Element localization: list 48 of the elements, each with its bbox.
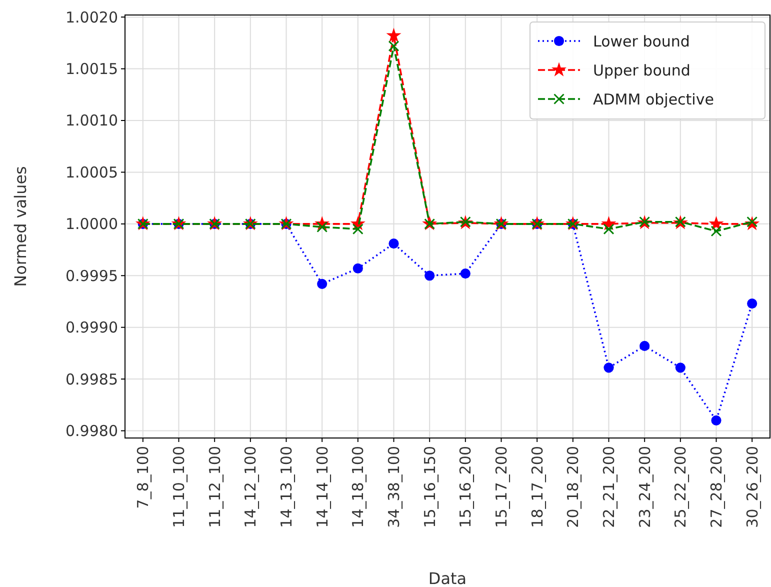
y-tick-label: 0.9990 <box>66 318 118 337</box>
y-tick-label: 1.0000 <box>66 215 118 234</box>
point <box>603 224 614 235</box>
point <box>352 224 364 235</box>
point <box>710 226 722 237</box>
x-tick-label: 27_28_200 <box>708 446 726 528</box>
x-tick-label: 23_24_200 <box>636 446 654 528</box>
y-tick-label: 1.0020 <box>66 8 118 26</box>
x-tick-label: 30_26_200 <box>743 446 762 528</box>
x-tick-label: 15_17_200 <box>492 446 510 528</box>
x-axis-title: Data <box>428 569 467 587</box>
y-tick-label: 1.0010 <box>66 112 118 130</box>
y-tick-label: 0.9995 <box>66 266 118 285</box>
x-tick-label: 11_12_100 <box>206 446 224 528</box>
x-tick-label: 18_17_200 <box>528 446 546 528</box>
legend-label: Lower bound <box>593 32 690 50</box>
point <box>747 298 758 309</box>
y-tick-label: 0.9980 <box>66 422 118 440</box>
y-axis-title: Normed values <box>11 166 30 287</box>
y-tick-label: 0.9985 <box>66 370 118 388</box>
point <box>711 415 722 426</box>
x-tick-label: 14_18_100 <box>349 446 368 528</box>
point <box>352 263 363 274</box>
y-tick-label: 1.0015 <box>66 60 118 78</box>
point <box>317 278 328 289</box>
point <box>640 340 650 351</box>
point <box>708 216 724 230</box>
x-tick-label: 14_13_100 <box>278 446 296 528</box>
x-tick-label: 15_16_200 <box>456 446 475 528</box>
x-tick-label: 15_16_150 <box>420 446 439 528</box>
x-tick-label: 11_10_100 <box>170 446 188 528</box>
x-tick-label: 20_18_200 <box>564 446 582 528</box>
x-tick-label: 14_14_100 <box>313 446 332 528</box>
legend-label: Upper bound <box>593 61 690 80</box>
point <box>388 238 399 249</box>
point <box>424 270 435 281</box>
x-tick-label: 22_21_200 <box>600 446 618 528</box>
point <box>460 268 470 279</box>
x-tick-label: 14_12_100 <box>242 446 260 528</box>
point <box>604 362 614 373</box>
y-tick-label: 1.0005 <box>66 163 118 182</box>
point <box>386 28 402 42</box>
x-tick-label: 34_38_100 <box>385 446 403 528</box>
point <box>675 362 686 373</box>
x-tick-label: 25_22_200 <box>672 446 690 528</box>
x-tick-label: 7_8_100 <box>134 446 152 509</box>
legend-label: ADMM objective <box>593 90 714 108</box>
point <box>388 40 400 52</box>
